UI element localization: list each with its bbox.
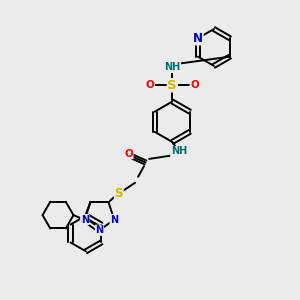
Text: O: O — [190, 80, 199, 90]
Text: N: N — [110, 214, 118, 225]
Text: N: N — [95, 225, 104, 235]
Text: O: O — [124, 148, 133, 159]
Text: NH: NH — [171, 146, 187, 157]
Text: N: N — [81, 214, 89, 225]
Text: N: N — [193, 32, 203, 45]
Text: O: O — [146, 80, 154, 90]
Text: NH: NH — [164, 62, 180, 72]
Text: S: S — [167, 79, 177, 92]
Text: S: S — [115, 188, 123, 200]
